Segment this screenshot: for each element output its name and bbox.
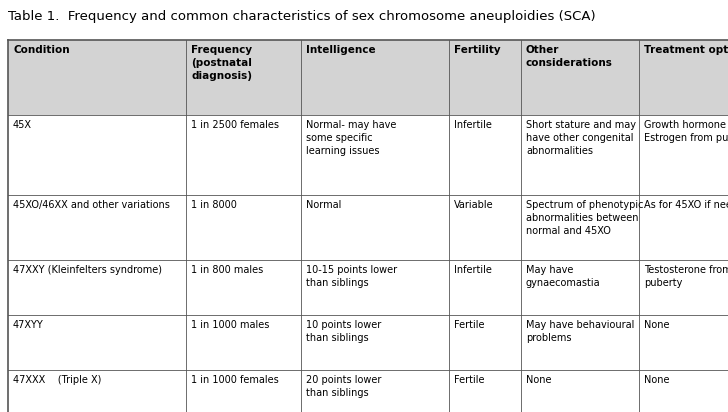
Text: Intelligence: Intelligence (306, 45, 376, 55)
Text: Normal- may have
some specific
learning issues: Normal- may have some specific learning … (306, 120, 396, 156)
Text: Infertile: Infertile (454, 120, 492, 130)
Text: Infertile: Infertile (454, 265, 492, 275)
Text: Treatment options: Treatment options (644, 45, 728, 55)
Text: Other
considerations: Other considerations (526, 45, 613, 68)
Text: Normal: Normal (306, 200, 341, 210)
Text: Frequency
(postnatal
diagnosis): Frequency (postnatal diagnosis) (191, 45, 252, 81)
Text: Fertile: Fertile (454, 375, 485, 385)
Text: Variable: Variable (454, 200, 494, 210)
Text: 45X: 45X (13, 120, 32, 130)
Text: 20 points lower
than siblings: 20 points lower than siblings (306, 375, 381, 398)
Text: Growth hormone
Estrogen from puberty: Growth hormone Estrogen from puberty (644, 120, 728, 143)
Text: Fertility: Fertility (454, 45, 501, 55)
Text: Short stature and may
have other congenital
abnormalities: Short stature and may have other congeni… (526, 120, 636, 156)
Text: 1 in 800 males: 1 in 800 males (191, 265, 264, 275)
Text: 47XXX    (Triple X): 47XXX (Triple X) (13, 375, 101, 385)
Text: Fertile: Fertile (454, 320, 485, 330)
Text: May have behavioural
problems: May have behavioural problems (526, 320, 634, 343)
Text: 47XXY (Kleinfelters syndrome): 47XXY (Kleinfelters syndrome) (13, 265, 162, 275)
Text: 45XO/46XX and other variations: 45XO/46XX and other variations (13, 200, 170, 210)
Bar (8, 40, 728, 115)
Text: Condition: Condition (13, 45, 70, 55)
Text: Table 1.  Frequency and common characteristics of sex chromosome aneuploidies (S: Table 1. Frequency and common characteri… (8, 10, 596, 23)
Text: 1 in 8000: 1 in 8000 (191, 200, 237, 210)
Text: As for 45XO if needed: As for 45XO if needed (644, 200, 728, 210)
Text: 1 in 2500 females: 1 in 2500 females (191, 120, 279, 130)
Text: None: None (644, 375, 670, 385)
Text: 1 in 1000 males: 1 in 1000 males (191, 320, 269, 330)
Text: Testosterone from
puberty: Testosterone from puberty (644, 265, 728, 288)
Text: None: None (644, 320, 670, 330)
Text: 1 in 1000 females: 1 in 1000 females (191, 375, 279, 385)
Text: Spectrum of phenotypic
abnormalities between
normal and 45XO: Spectrum of phenotypic abnormalities bet… (526, 200, 644, 236)
Text: None: None (526, 375, 552, 385)
Text: 10-15 points lower
than siblings: 10-15 points lower than siblings (306, 265, 397, 288)
Text: 47XYY: 47XYY (13, 320, 44, 330)
Text: 10 points lower
than siblings: 10 points lower than siblings (306, 320, 381, 343)
Text: May have
gynaecomastia: May have gynaecomastia (526, 265, 601, 288)
